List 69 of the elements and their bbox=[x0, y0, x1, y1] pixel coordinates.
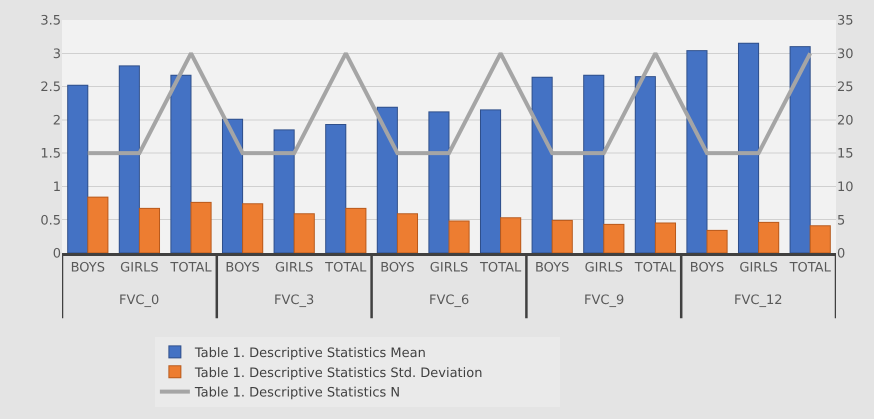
y2-tick-label: 35 bbox=[837, 14, 854, 29]
bar bbox=[500, 217, 522, 253]
bar bbox=[583, 74, 604, 253]
legend-label: Table 1. Descriptive Statistics N bbox=[194, 386, 400, 401]
x-tick-label: BOYS bbox=[70, 260, 106, 276]
y2-tick-label: 5 bbox=[837, 213, 846, 228]
y2-tick-label: 25 bbox=[837, 80, 854, 96]
bar bbox=[87, 196, 108, 253]
y-tick-label: 3 bbox=[52, 46, 61, 62]
y-tick-label: 0 bbox=[52, 246, 61, 262]
bar bbox=[428, 111, 450, 253]
x-tick-label: BOYS bbox=[534, 260, 570, 276]
text: FVC_0 bbox=[119, 293, 160, 308]
y2-tick-label: 0 bbox=[837, 246, 846, 262]
bar bbox=[170, 74, 192, 253]
bar bbox=[706, 230, 728, 253]
bar bbox=[190, 202, 212, 253]
text: FVC_3 bbox=[274, 293, 314, 308]
x-tick-label: BOYS bbox=[225, 260, 260, 276]
x-tick-label: BOYS bbox=[690, 260, 724, 276]
bar bbox=[686, 50, 708, 253]
bar bbox=[532, 76, 553, 253]
y2-tick-label: 30 bbox=[837, 46, 854, 62]
bar bbox=[810, 225, 831, 253]
y-tick-label: 1.5 bbox=[40, 146, 61, 162]
x-tick-label: TOTAL bbox=[478, 260, 522, 276]
legend-label: Table 1. Descriptive Statistics Std. Deviation bbox=[194, 366, 482, 381]
bar bbox=[222, 118, 244, 253]
legend-label: Table 1. Descriptive Statistics Mean bbox=[194, 346, 426, 361]
bar bbox=[118, 65, 140, 253]
y-tick-label: 2.5 bbox=[40, 80, 61, 96]
x-tick-label: TOTAL bbox=[169, 260, 212, 276]
bar bbox=[376, 106, 398, 253]
bar bbox=[552, 220, 573, 253]
y-tick-label: 2 bbox=[52, 113, 61, 128]
bar bbox=[345, 208, 366, 253]
bar bbox=[242, 203, 264, 253]
x-tick-label: TOTAL bbox=[634, 260, 677, 276]
x-tick-label: GIRLS bbox=[430, 260, 468, 276]
x-tick-label: GIRLS bbox=[120, 260, 159, 276]
y2-tick-label: 15 bbox=[837, 146, 854, 162]
bar bbox=[654, 222, 676, 253]
y2-tick-label: 20 bbox=[837, 113, 854, 128]
bar bbox=[138, 208, 160, 253]
x-tick-label: BOYS bbox=[380, 260, 415, 276]
text: FVC_9 bbox=[584, 293, 624, 308]
bar bbox=[67, 84, 88, 253]
bar bbox=[448, 220, 470, 253]
x-tick-label: GIRLS bbox=[584, 260, 624, 276]
y-tick-label: 3.5 bbox=[40, 14, 61, 29]
x-tick-label: GIRLS bbox=[274, 260, 314, 276]
bar bbox=[274, 129, 295, 253]
text: FVC_6 bbox=[429, 293, 470, 308]
bar bbox=[603, 224, 624, 253]
y-tick-label: 0.5 bbox=[40, 213, 61, 228]
bar bbox=[294, 213, 315, 253]
bar bbox=[790, 46, 811, 253]
y2-tick-label: 10 bbox=[837, 180, 854, 195]
bar bbox=[738, 42, 760, 253]
x-tick-label: TOTAL bbox=[324, 260, 368, 276]
bar bbox=[758, 222, 780, 253]
x-tick-label: GIRLS bbox=[739, 260, 778, 276]
bar bbox=[480, 109, 502, 253]
x-tick-label: TOTAL bbox=[788, 260, 832, 276]
bar bbox=[634, 76, 656, 253]
bar bbox=[396, 213, 418, 253]
y-tick-label: 1 bbox=[52, 180, 61, 195]
text: FVC_12 bbox=[734, 293, 782, 308]
bar bbox=[325, 124, 346, 253]
